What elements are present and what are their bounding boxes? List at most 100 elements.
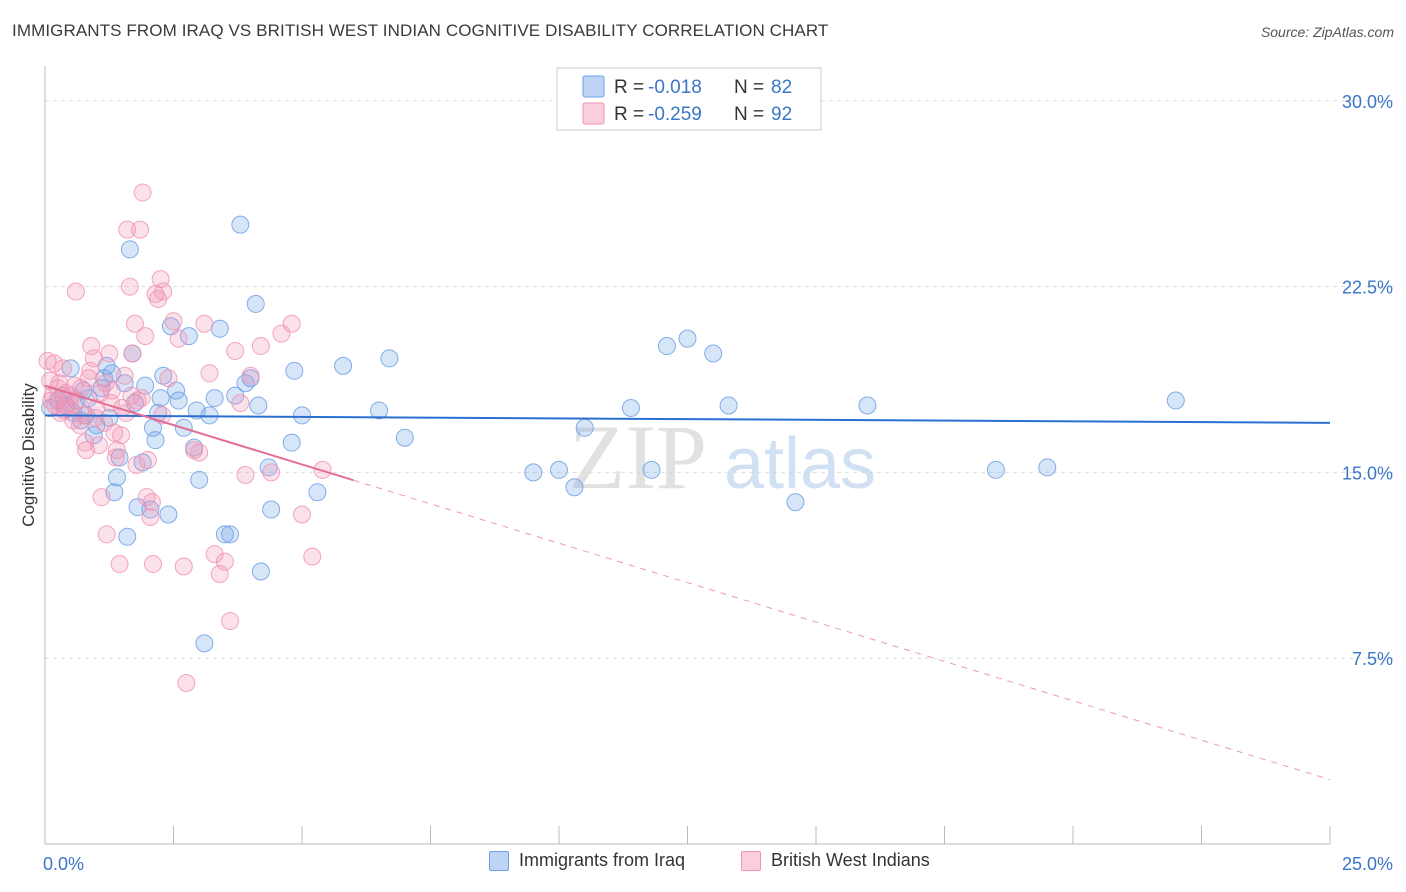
iraq-point	[380, 349, 399, 368]
bwi-point	[97, 525, 116, 544]
y-tick-label: 30.0%	[1342, 92, 1393, 112]
bwi-point	[143, 555, 162, 574]
iraq-point	[858, 396, 877, 415]
bwi-point	[115, 366, 134, 385]
iraq-point	[262, 500, 281, 519]
bwi-point	[159, 369, 178, 388]
iraq-point	[282, 433, 301, 452]
iraq-point	[61, 359, 80, 378]
bwi-point	[42, 391, 61, 410]
y-tick-label: 7.5%	[1352, 649, 1393, 669]
legend-swatch-iraq	[489, 850, 509, 871]
iraq-point	[169, 391, 188, 410]
bwi-point	[282, 314, 301, 333]
correlation-legend: R = -0.018 N = 82 R = -0.259 N = 92	[556, 67, 822, 131]
bwi-point	[110, 555, 129, 574]
bwi-point	[120, 277, 139, 296]
trend-line-iraq	[44, 414, 1331, 424]
legend-n-label-pink: N =	[734, 104, 764, 125]
legend-n-value-pink: 92	[771, 104, 792, 125]
iraq-point	[565, 478, 584, 497]
y-tick-label: 22.5%	[1342, 278, 1393, 298]
legend-r-label-blue: R =	[614, 77, 644, 98]
bwi-point	[293, 505, 311, 524]
legend-item-bwi[interactable]: British West Indians	[741, 850, 930, 871]
bwi-point	[138, 451, 157, 469]
iraq-point	[550, 460, 568, 479]
legend-n-label-blue: N =	[734, 77, 764, 98]
legend-label-iraq: Immigrants from Iraq	[519, 850, 686, 870]
legend-r-label-pink: R =	[614, 104, 644, 125]
bwi-point	[205, 545, 224, 564]
iraq-point	[179, 327, 198, 346]
iraq-point	[719, 396, 738, 415]
bwi-point	[133, 183, 152, 202]
iraq-point	[395, 428, 414, 447]
bwi-point	[50, 374, 69, 393]
iraq-point	[221, 525, 240, 544]
bwi-point	[236, 465, 255, 484]
bwi-point	[100, 344, 119, 363]
bwi-point	[142, 493, 161, 512]
bwi-point	[65, 376, 84, 395]
bwi-point	[125, 314, 144, 333]
iraq-point	[231, 215, 250, 234]
iraq-point	[195, 634, 214, 653]
legend-label-bwi: British West Indians	[771, 850, 930, 870]
trend-line-bwi-extrapolated	[353, 479, 1331, 781]
iraq-point	[251, 562, 270, 581]
bwi-point	[118, 220, 137, 239]
iraq-point	[1166, 391, 1185, 410]
iraq-point	[308, 483, 327, 502]
legend-n-value-blue: 82	[771, 77, 792, 98]
iraq-point	[334, 356, 353, 375]
bwi-point	[185, 441, 204, 460]
iraq-point	[190, 470, 209, 489]
iraq-point	[107, 468, 126, 487]
bwi-point	[241, 366, 260, 385]
legend-swatch-bwi	[741, 850, 761, 871]
iraq-point	[118, 527, 137, 546]
bwi-point	[79, 369, 98, 388]
trend-line-bwi	[44, 384, 354, 482]
bwi-point	[96, 374, 115, 393]
bwi-point	[76, 433, 95, 452]
iraq-point	[249, 396, 268, 415]
bwi-point	[154, 282, 173, 301]
y-axis-label: Cognitive Disability	[19, 383, 38, 527]
iraq-point	[120, 240, 139, 259]
iraq-point	[210, 319, 229, 338]
bwi-point	[81, 361, 100, 380]
bwi-point	[169, 329, 188, 348]
iraq-point	[1038, 458, 1057, 477]
iraq-point	[293, 406, 311, 425]
iraq-point	[575, 418, 594, 437]
x-tick-label: 0.0%	[43, 854, 84, 874]
bwi-point	[164, 312, 183, 331]
iraq-point	[524, 463, 543, 482]
y-tick-labels: 7.5% 15.0% 22.5% 30.0%	[1342, 92, 1393, 669]
bwi-point	[112, 426, 131, 445]
bwi-point	[200, 364, 219, 383]
bwi-point	[45, 354, 64, 373]
source-credit: Source: ZipAtlas.com	[1260, 24, 1394, 40]
bwi-point	[131, 220, 150, 239]
bwi-point	[137, 488, 156, 507]
x-tick-labels: 0.0% 25.0%	[43, 854, 1393, 874]
iraq-point	[246, 294, 265, 313]
bwi-point	[195, 314, 214, 333]
bwi-point	[231, 394, 250, 413]
iraq-point	[621, 398, 640, 417]
iraq-point	[215, 525, 234, 544]
legend-r-value-blue: -0.018	[648, 77, 702, 98]
axes	[44, 66, 1331, 845]
bwi-point	[226, 341, 245, 360]
bwi-point	[221, 612, 240, 631]
bwi-point	[123, 344, 142, 363]
legend-item-iraq[interactable]: Immigrants from Iraq	[489, 850, 685, 871]
bwi-point	[86, 408, 105, 427]
bwi-point	[190, 443, 209, 462]
bwi-point	[53, 359, 72, 378]
legend-swatch-blue	[582, 75, 605, 98]
